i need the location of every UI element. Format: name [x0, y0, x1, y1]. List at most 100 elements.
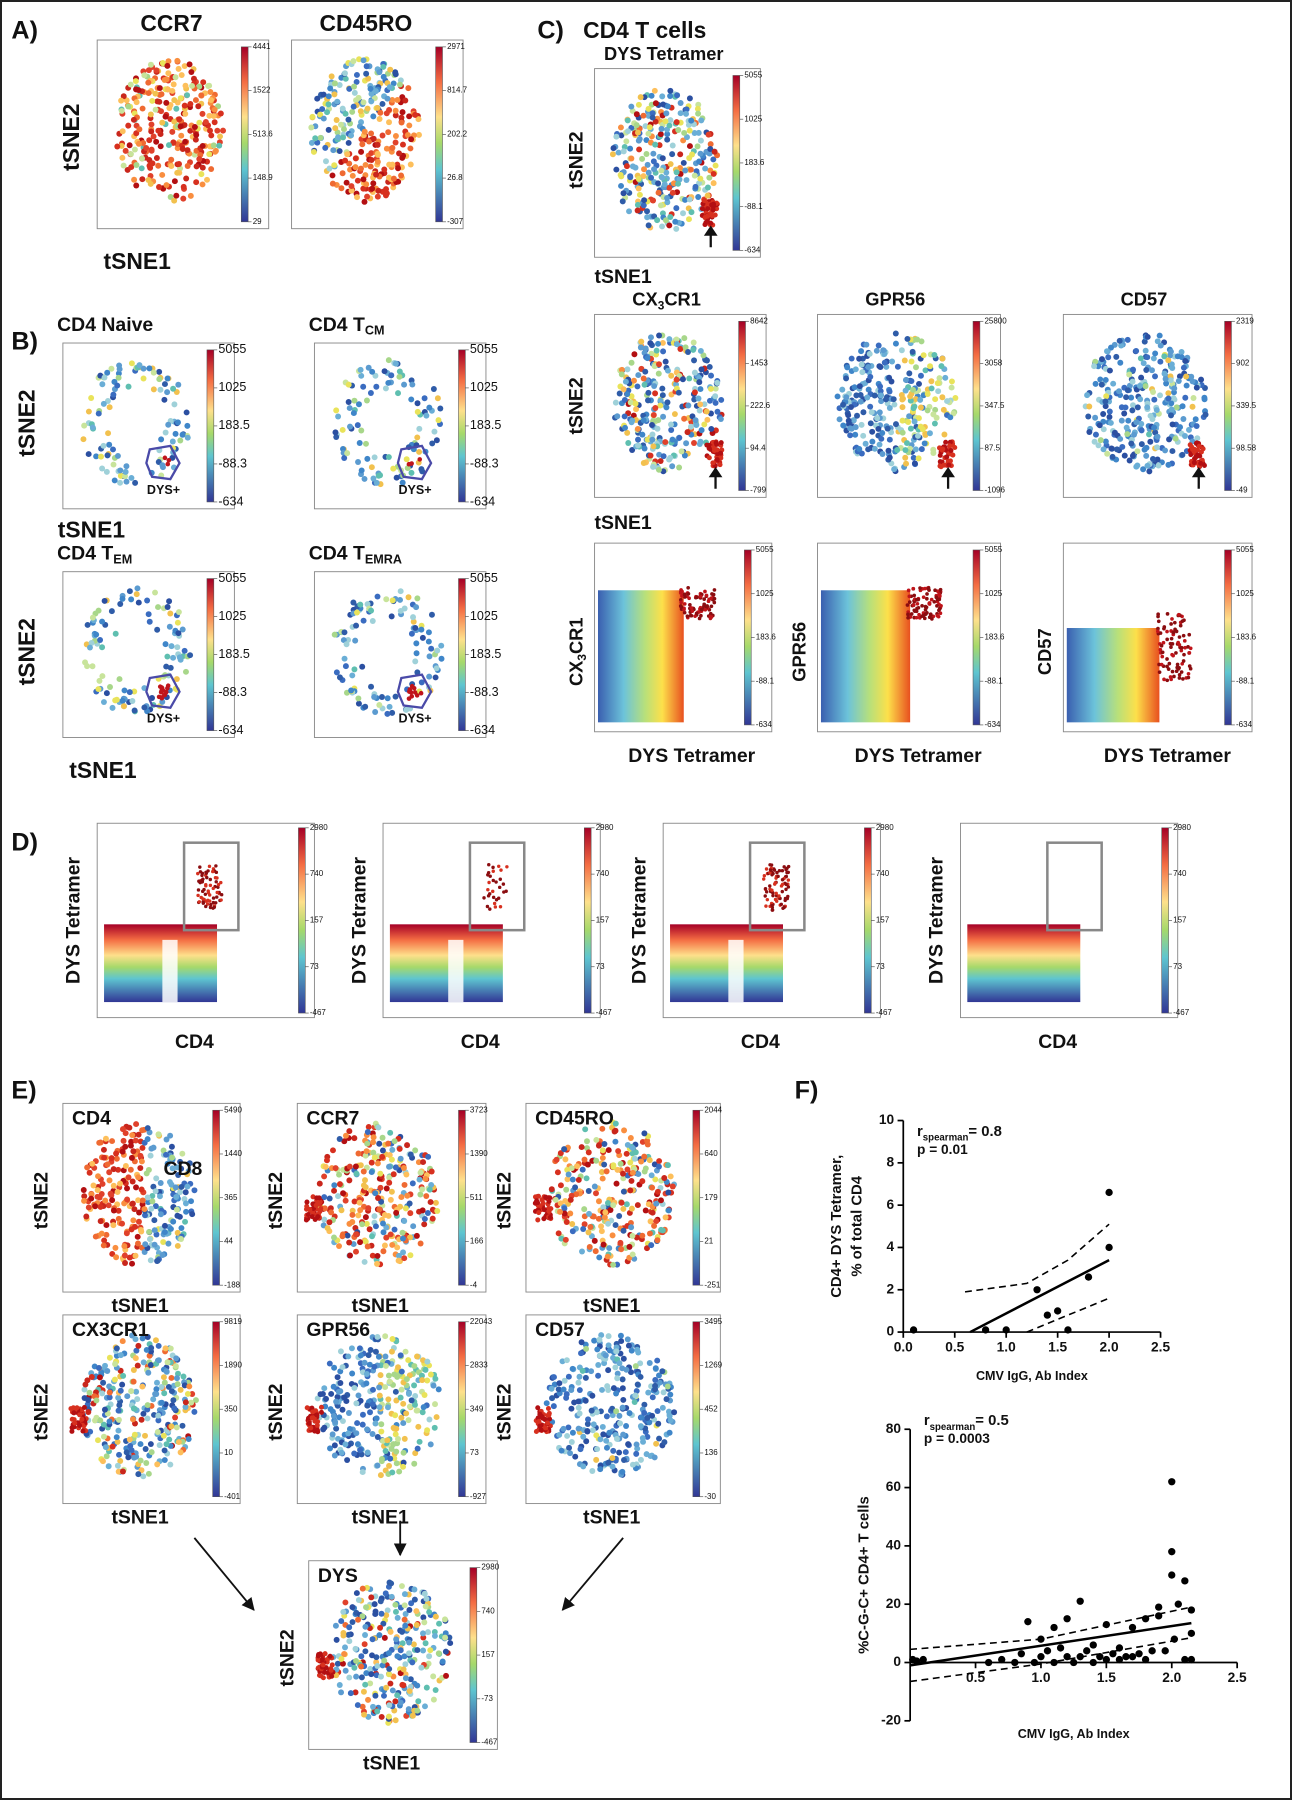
colorbar-label: 349 [470, 1404, 484, 1413]
density-band [821, 590, 910, 722]
cell-dot [1165, 357, 1171, 363]
cell-dot [117, 676, 123, 682]
cell-dot [418, 466, 424, 472]
cell-dot [624, 391, 630, 397]
cell-dot [646, 106, 652, 112]
cell-dot [398, 588, 404, 594]
cluster-dot [488, 892, 491, 895]
cell-dot [670, 190, 676, 196]
cluster-dot [1187, 672, 1191, 676]
cell-dot [182, 1219, 188, 1225]
cell-dot [668, 422, 674, 428]
cell-dot [625, 440, 631, 446]
cell-dot [649, 422, 655, 428]
cell-dot [648, 1242, 654, 1248]
colorbar-label: 740 [596, 869, 610, 878]
cell-dot [584, 1138, 590, 1144]
cluster-dot [1176, 663, 1180, 667]
cell-dot [656, 371, 662, 377]
cell-dot [393, 108, 399, 114]
y-axis-label: DYS Tetramer [62, 856, 84, 983]
cell-dot [1150, 389, 1156, 395]
cluster-dot [215, 880, 218, 883]
cluster-dot [719, 440, 724, 445]
cell-dot [396, 1469, 402, 1475]
cluster-dot [906, 616, 910, 620]
colorbar-label: -188 [224, 1280, 241, 1289]
cell-dot [650, 1394, 656, 1400]
cell-dot [628, 104, 634, 110]
cell-dot [331, 1413, 337, 1419]
cell-dot [406, 122, 412, 128]
cell-dot [656, 190, 662, 196]
cell-dot [346, 140, 352, 146]
cell-dot [113, 631, 119, 637]
cell-dot [378, 1372, 384, 1378]
cell-dot [355, 459, 361, 465]
cell-dot [124, 1230, 130, 1236]
panel-label: C) [537, 17, 564, 45]
colorbar-label: 2044 [704, 1105, 722, 1114]
cluster-dot [1181, 677, 1185, 681]
density-band [670, 924, 783, 1002]
cell-dot [651, 158, 657, 164]
cell-dot [375, 142, 381, 148]
cluster-dot [197, 888, 200, 891]
cell-dot [877, 383, 883, 389]
cell-dot [863, 342, 869, 348]
cell-dot [696, 379, 702, 385]
cell-dot [359, 141, 365, 147]
cell-dot [193, 179, 199, 185]
cell-dot [395, 165, 401, 171]
colorbar-label: -799 [750, 486, 767, 495]
cell-dot [354, 1420, 360, 1426]
cell-dot [642, 446, 648, 452]
cell-dot [362, 1259, 368, 1265]
cell-dot [912, 419, 918, 425]
cell-dot [643, 1207, 649, 1213]
cell-dot [329, 73, 335, 79]
cell-dot [104, 1368, 110, 1374]
cell-dot [904, 440, 910, 446]
cell-dot [188, 193, 194, 199]
cell-dot [1103, 377, 1109, 383]
cell-dot [130, 1217, 136, 1223]
cell-dot [198, 92, 204, 98]
cell-dot [163, 1368, 169, 1374]
cell-dot [652, 142, 658, 148]
cluster-dot [774, 881, 777, 884]
cell-dot [132, 1406, 138, 1412]
cell-dot [157, 1442, 163, 1448]
cell-dot [891, 396, 897, 402]
cell-dot [384, 146, 390, 152]
cluster-dot [938, 459, 943, 464]
cell-dot [650, 151, 656, 157]
colorbar-label: 1025 [1236, 589, 1254, 598]
cluster-dot [305, 1405, 310, 1410]
cell-dot [408, 396, 414, 402]
cluster-dot [700, 206, 705, 211]
cell-dot [351, 104, 357, 110]
cell-dot [677, 346, 683, 352]
cell-dot [562, 1156, 568, 1162]
cell-dot [627, 146, 633, 152]
cell-dot [363, 1380, 369, 1386]
cell-dot [623, 138, 629, 144]
cell-dot [912, 460, 918, 466]
cell-dot [1093, 432, 1099, 438]
cell-dot [330, 172, 336, 178]
colorbar-label: 2980 [1173, 823, 1191, 832]
cell-dot [847, 425, 853, 431]
gate-dot [413, 690, 418, 695]
cell-dot [410, 1223, 416, 1229]
cell-dot [90, 1183, 96, 1189]
cell-dot [659, 93, 665, 99]
cell-dot [118, 1388, 124, 1394]
cluster-dot [771, 908, 774, 911]
cell-dot [137, 362, 143, 368]
cell-dot [592, 1238, 598, 1244]
cell-dot [128, 82, 134, 88]
cell-dot [157, 85, 163, 91]
cell-dot [220, 128, 226, 134]
cell-dot [910, 349, 916, 355]
